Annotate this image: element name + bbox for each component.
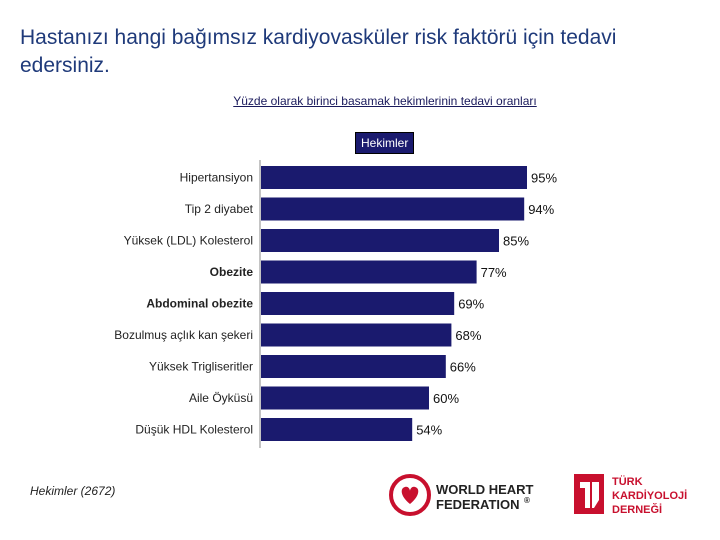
tkd-emblem-mark-icon — [580, 482, 599, 508]
value-label-1: 94% — [528, 202, 554, 217]
turk-kardiyoloji-dernegi-logo: TÜRK KARDİYOLOJİ DERNEĞİ — [574, 474, 687, 516]
whf-heart-icon — [401, 486, 419, 504]
bar-3 — [261, 260, 477, 284]
value-label-2: 85% — [503, 234, 529, 249]
category-label-0: Hipertansiyon — [180, 171, 253, 185]
category-label-4: Abdominal obezite — [146, 297, 253, 311]
bar-chart: Hipertansiyon 95% Tip 2 diyabet 94% Yüksek (… — [114, 160, 557, 448]
bar-5 — [261, 323, 452, 347]
category-label-2: Yüksek (LDL) Kolesterol — [124, 234, 253, 248]
tkd-name-line2: KARDİYOLOJİ — [612, 489, 687, 502]
bar-7 — [261, 386, 429, 410]
value-label-6: 66% — [450, 360, 476, 375]
chart-title: Hastanızı hangi bağımsız kardiyovasküler… — [20, 26, 617, 77]
bar-group: Hipertansiyon 95% Tip 2 diyabet 94% Yüksek (… — [114, 166, 557, 441]
value-label-5: 68% — [455, 328, 481, 343]
category-label-1: Tip 2 diyabet — [185, 202, 254, 216]
tkd-name-line1: TÜRK — [612, 475, 643, 488]
bar-2 — [261, 229, 499, 252]
value-label-7: 60% — [433, 391, 459, 406]
tkd-name-line3: DERNEĞİ — [612, 503, 662, 516]
category-label-3: Obezite — [210, 265, 254, 279]
category-label-7: Aile Öyküsü — [189, 391, 253, 405]
whf-name-line1: WORLD HEART — [436, 482, 534, 497]
whf-registered-mark: ® — [524, 496, 530, 505]
footnote: Hekimler (2672) — [30, 484, 116, 498]
bar-4 — [261, 292, 455, 315]
category-label-6: Yüksek Trigliseritler — [149, 360, 253, 374]
value-label-3: 77% — [481, 265, 507, 280]
category-label-8: Düşük HDL Kolesterol — [135, 423, 253, 437]
world-heart-federation-logo: WORLD HEART FEDERATION ® — [389, 474, 534, 516]
value-label-8: 54% — [416, 423, 442, 438]
value-label-0: 95% — [531, 171, 557, 186]
bar-0 — [261, 166, 527, 189]
whf-heart-circle-icon — [389, 474, 431, 516]
chart-subtitle: Yüzde olarak birinci basamak hekimlerini… — [233, 94, 537, 108]
value-label-4: 69% — [458, 297, 484, 312]
bar-6 — [261, 355, 446, 378]
bar-8 — [261, 418, 413, 441]
category-label-5: Bozulmuş açlık kan şekeri — [114, 328, 253, 342]
legend-entry-hekimler: Hekimler — [355, 132, 415, 154]
whf-name-line2: FEDERATION — [436, 497, 520, 512]
bar-1 — [261, 197, 525, 221]
